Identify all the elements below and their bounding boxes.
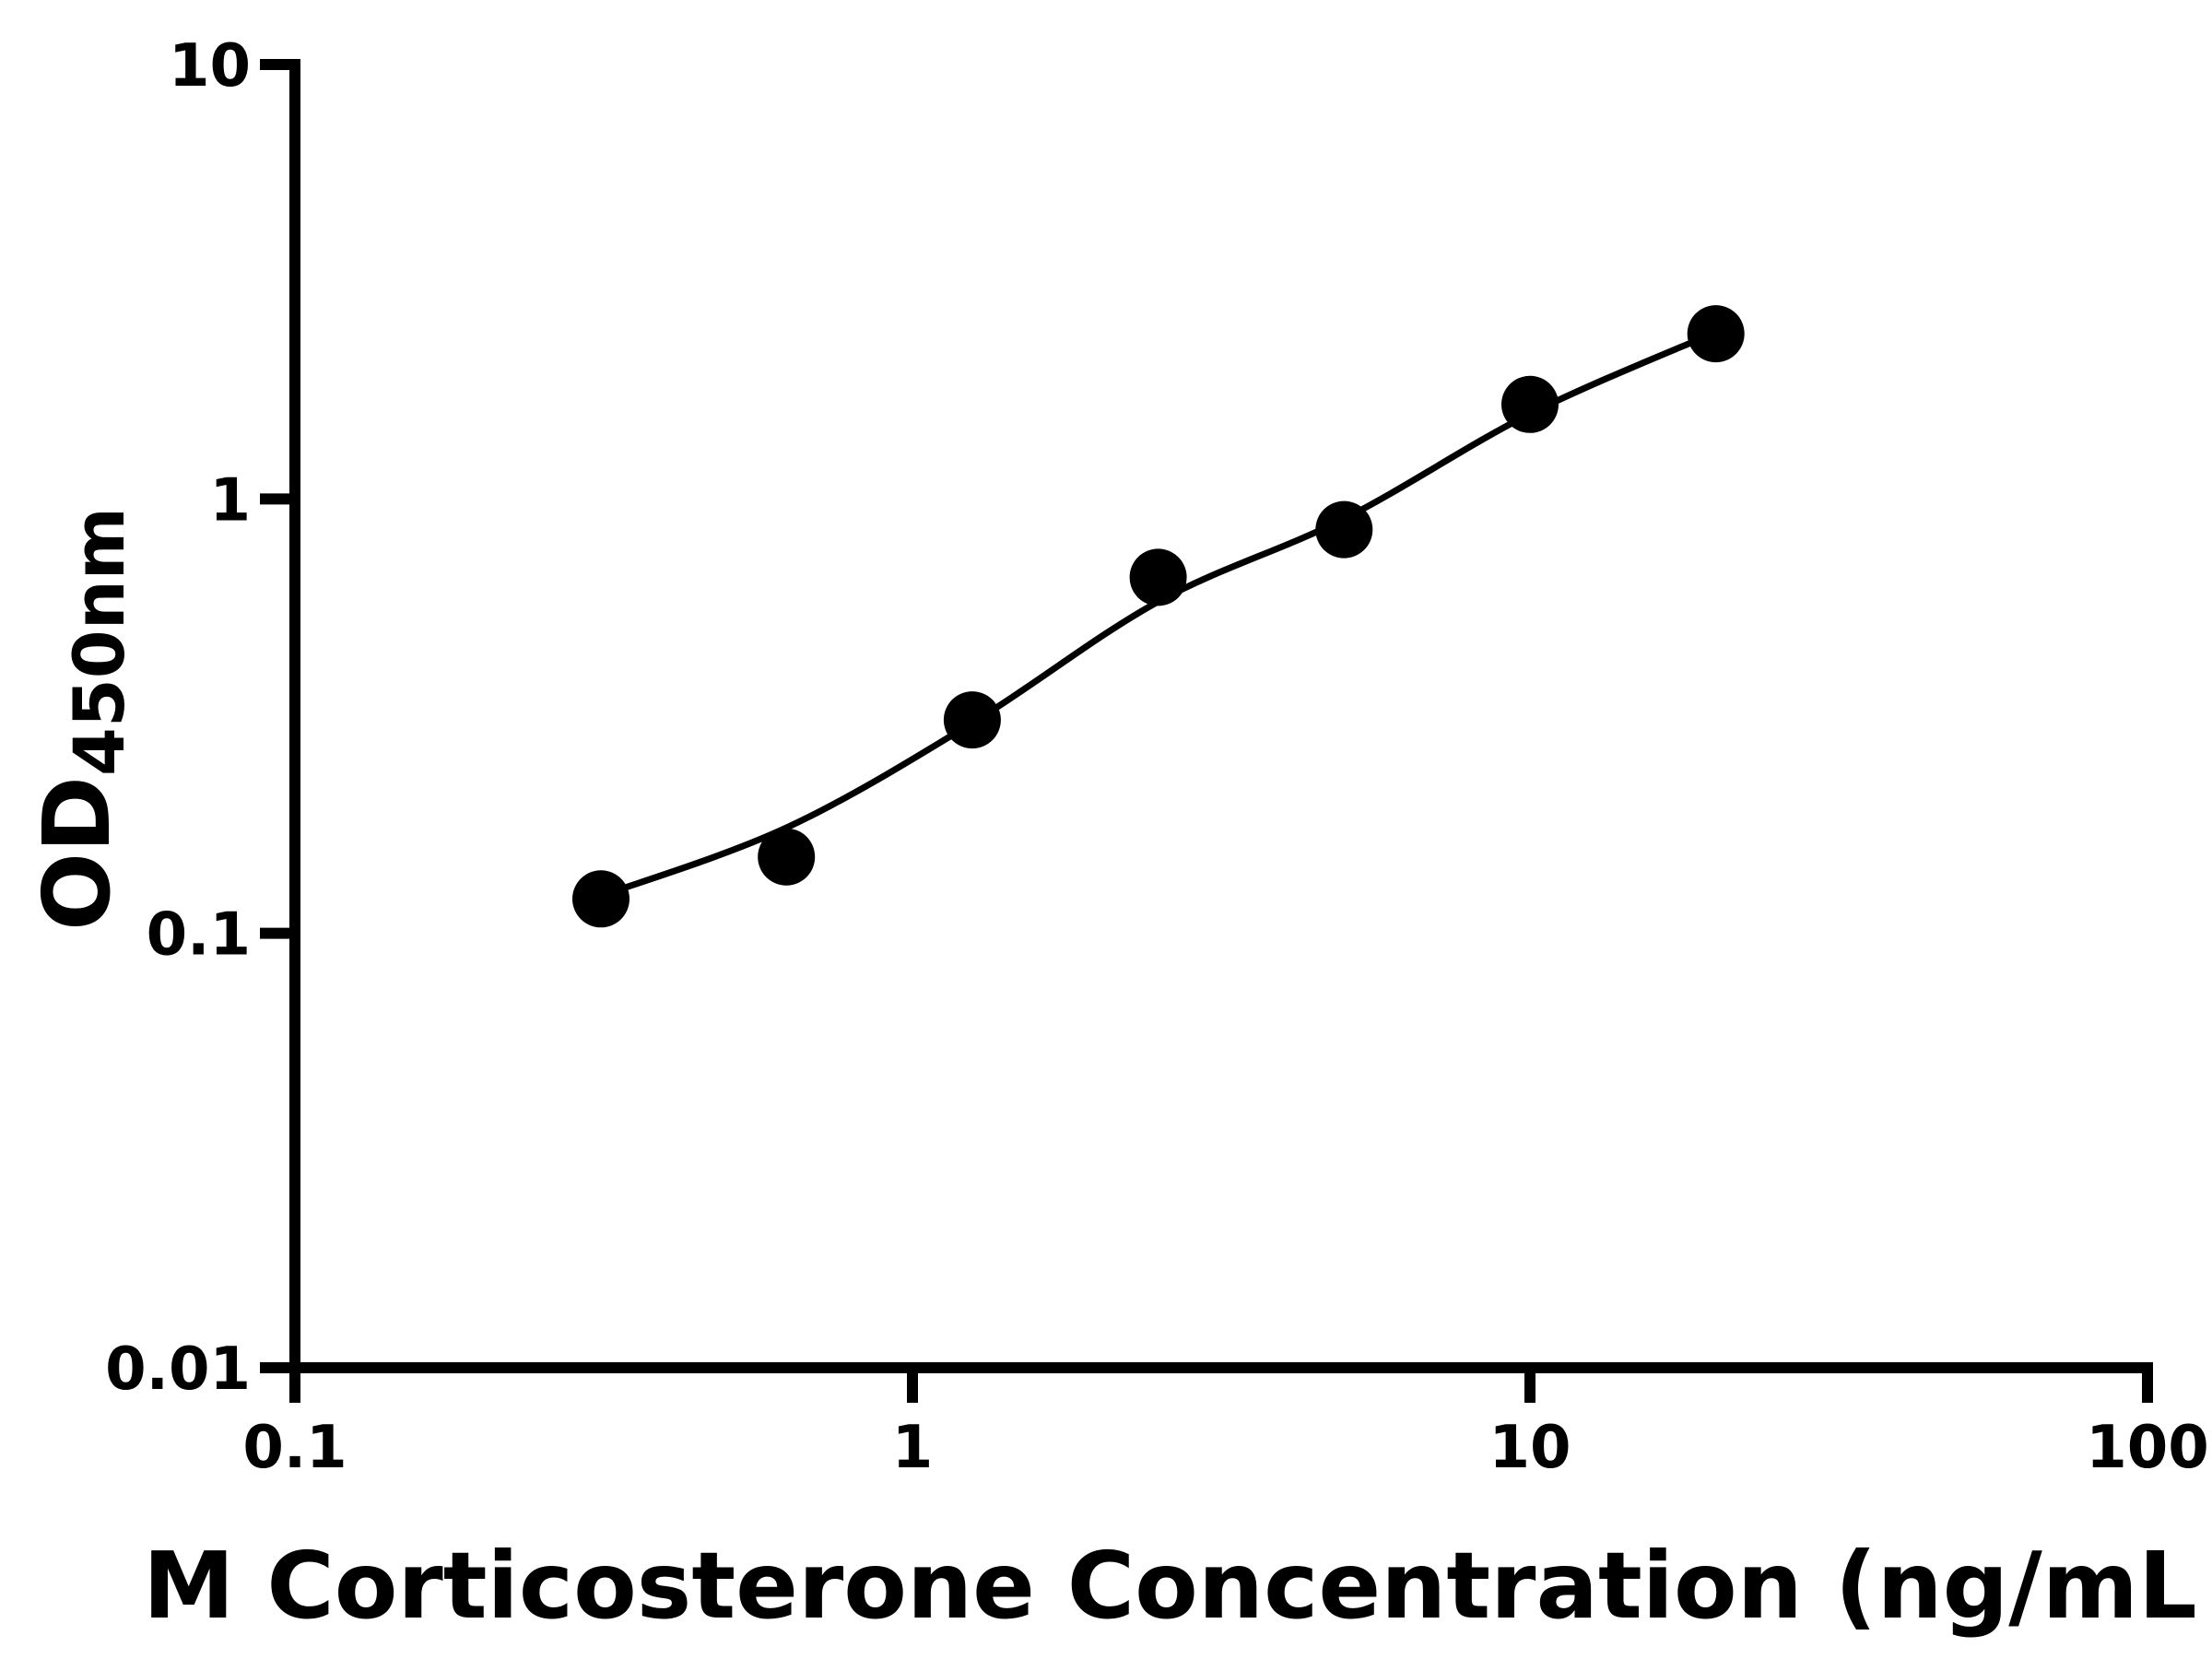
x-tick-label: 100 <box>2086 1414 2209 1482</box>
data-point <box>1315 500 1373 559</box>
y-tick-label: 0.01 <box>105 1335 251 1404</box>
x-tick-label: 10 <box>1488 1414 1571 1482</box>
data-point <box>1687 305 1745 363</box>
y-axis-label-base: OD <box>23 776 131 931</box>
y-tick-label: 0.1 <box>147 901 251 970</box>
x-tick-label: 1 <box>892 1414 934 1482</box>
y-axis-label-subscript: 450nm <box>58 507 140 776</box>
x-axis-label: M Corticosterone Concentration (ng/mL <box>143 1532 2197 1640</box>
data-point <box>758 828 816 886</box>
data-points <box>572 305 1745 928</box>
x-tick-label: 0.1 <box>242 1414 347 1482</box>
data-point <box>1129 548 1187 606</box>
data-point <box>1501 375 1559 433</box>
axes-spines <box>289 59 2153 1373</box>
axis-ticks <box>260 59 2153 1403</box>
y-tick-label: 10 <box>169 32 251 100</box>
y-axis-label: OD450nm <box>23 507 140 931</box>
data-point <box>943 691 1001 749</box>
y-tick-label: 1 <box>209 466 251 535</box>
data-point <box>572 870 629 928</box>
y-tick-labels: 0.01 0.1 1 10 <box>105 32 251 1404</box>
x-tick-labels: 0.1 1 10 100 <box>242 1414 2208 1482</box>
